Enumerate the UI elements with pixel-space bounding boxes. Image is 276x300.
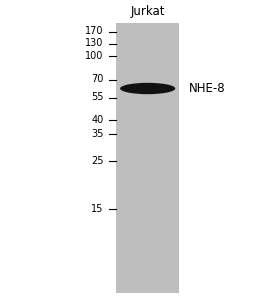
Text: 15: 15: [91, 203, 104, 214]
Text: 130: 130: [85, 38, 104, 49]
Text: 70: 70: [91, 74, 104, 85]
Text: 35: 35: [91, 128, 104, 139]
Text: 25: 25: [91, 155, 104, 166]
Bar: [116, 22, 179, 292]
Text: 100: 100: [85, 50, 104, 61]
Text: Jurkat: Jurkat: [130, 5, 165, 18]
Ellipse shape: [120, 83, 175, 94]
Text: NHE-8: NHE-8: [189, 82, 226, 95]
Text: 55: 55: [91, 92, 104, 103]
Text: 170: 170: [85, 26, 104, 37]
Text: 40: 40: [91, 115, 104, 125]
